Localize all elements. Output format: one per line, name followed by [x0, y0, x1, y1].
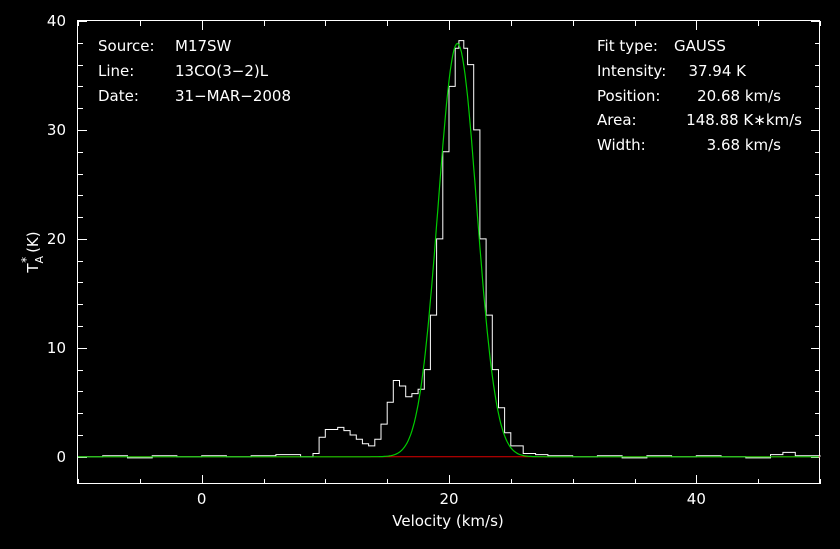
info-left-value: 31−MAR−2008	[175, 87, 291, 105]
x-tick-label: 20	[439, 490, 458, 508]
gaussian-fit-line	[78, 42, 819, 458]
y-axis-label-sup: *	[19, 257, 33, 263]
y-axis-label-sub: A	[33, 255, 46, 263]
fit-value: 3.68 km/s	[707, 136, 782, 154]
fit-key: Intensity:	[597, 62, 666, 80]
info-left: Source: M17SW Line: 13CO(3−2)L Date: 31−…	[98, 37, 291, 105]
plot-frame	[77, 20, 820, 484]
info-left-key: Line:	[98, 62, 134, 80]
y-tick-label: 40	[47, 12, 66, 30]
x-tick-label: 40	[687, 490, 706, 508]
fit-value: 20.68 km/s	[697, 87, 781, 105]
fit-key: Area:	[597, 111, 637, 129]
axis-ticks	[78, 21, 821, 484]
x-tick-label: 0	[197, 490, 207, 508]
x-axis-label: Velocity (km/s)	[392, 512, 503, 530]
fit-value: GAUSS	[674, 37, 726, 55]
svg-text:TA*(K): TA* (K)	[19, 231, 46, 273]
x-tick-labels: 0 20 40	[197, 490, 706, 508]
y-axis-label-main: T	[24, 263, 42, 274]
info-left-key: Date:	[98, 87, 139, 105]
info-right: Fit type: GAUSS Intensity: 37.94 K Posit…	[597, 37, 802, 154]
y-tick-label: 30	[47, 121, 66, 139]
y-axis-label: TA* (K)	[19, 231, 46, 273]
info-left-value: M17SW	[175, 37, 232, 55]
fit-key: Width:	[597, 136, 646, 154]
fit-value: 37.94 K	[688, 62, 747, 80]
y-tick-label: 0	[56, 448, 66, 466]
y-tick-label: 10	[47, 339, 66, 357]
info-left-key: Source:	[98, 37, 155, 55]
y-axis-label-tail: (K)	[24, 231, 42, 253]
fit-key: Fit type:	[597, 37, 658, 55]
info-left-value: 13CO(3−2)L	[175, 62, 269, 80]
fit-value: 148.88 K∗km/s	[686, 111, 802, 129]
fit-key: Position:	[597, 87, 660, 105]
y-tick-labels: 0 10 20 30 40	[47, 12, 66, 466]
y-tick-label: 20	[47, 230, 66, 248]
